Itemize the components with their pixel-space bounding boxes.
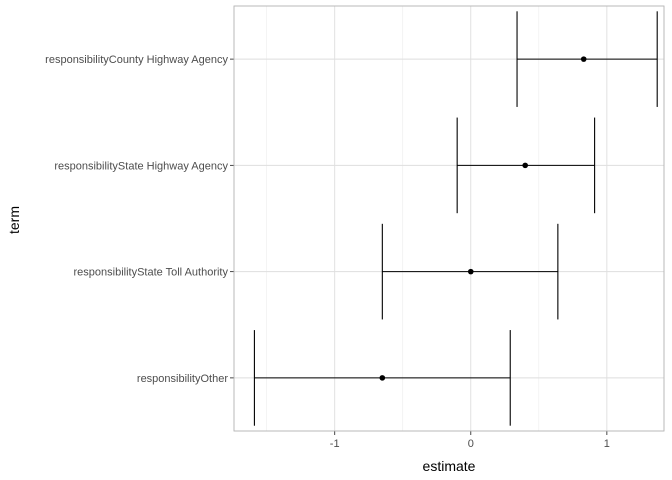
panel-border — [233, 5, 665, 432]
grid-lines — [230, 6, 664, 435]
y-tick-labels: responsibilityCounty Highway Agency respo… — [45, 54, 228, 385]
data-marks — [253, 11, 658, 426]
y-axis-title: term — [6, 206, 22, 234]
x-tick-label: 0 — [468, 438, 474, 450]
x-tick-label: -1 — [330, 438, 340, 450]
x-tick-label: 1 — [604, 438, 610, 450]
y-tick-label: responsibilityState Highway Agency — [54, 160, 228, 172]
estimate-point — [379, 375, 386, 381]
y-tick-label: responsibilityState Toll Authority — [74, 267, 229, 279]
x-axis-title: estimate — [423, 458, 476, 474]
estimate-point — [522, 162, 529, 169]
y-tick-label: responsibilityCounty Highway Agency — [45, 54, 228, 66]
estimate-point — [580, 56, 587, 62]
x-tick-labels: -1 0 1 — [330, 438, 610, 450]
y-tick-label: responsibilityOther — [137, 373, 228, 385]
estimate-point — [467, 268, 474, 275]
